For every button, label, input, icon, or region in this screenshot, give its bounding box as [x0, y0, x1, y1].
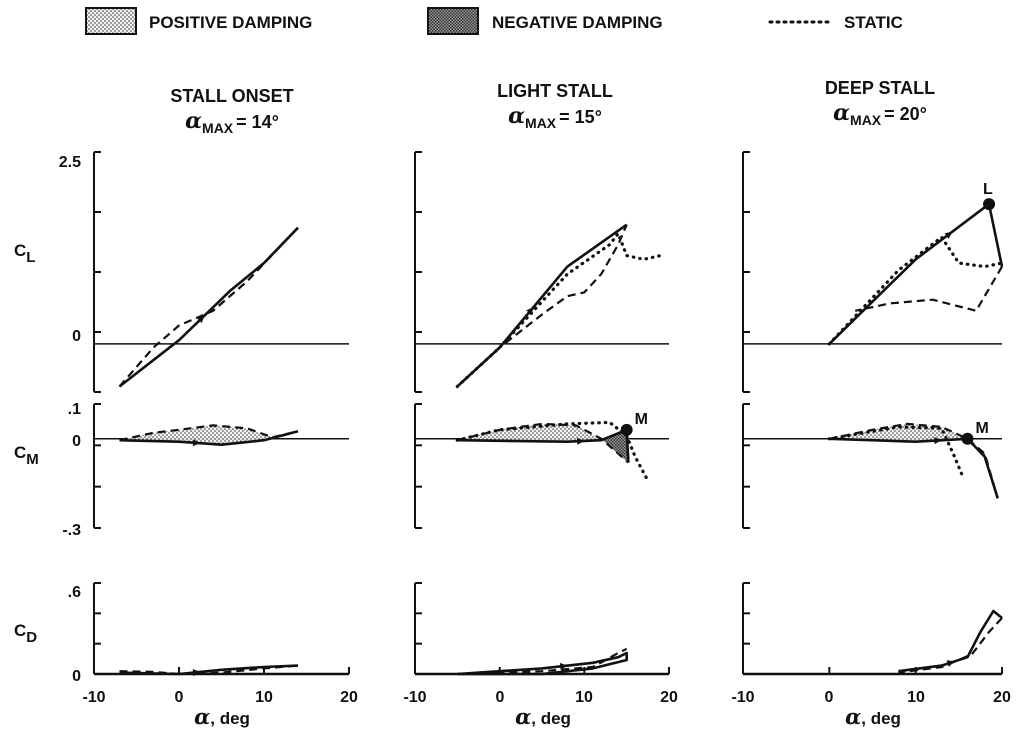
- ytick-cm-zero: 0: [72, 433, 81, 450]
- direction-arrow: [526, 307, 534, 315]
- negative-damping-area: [967, 438, 998, 499]
- xtick-c2-1: 0: [496, 689, 505, 706]
- dynamic-solid-curve: [119, 664, 299, 676]
- dynamic-dashed-curve: [898, 617, 1003, 674]
- dynamic-solid-curve: [457, 651, 629, 676]
- ytick-cd-zero: 0: [72, 668, 81, 685]
- xtick-c3-3: 20: [993, 689, 1011, 706]
- panel-light-stall-cd: [414, 582, 670, 676]
- x-axis-label-c3: α, deg: [845, 704, 901, 729]
- panel-deep-stall-cm: M: [742, 403, 1002, 529]
- static-curve: [827, 234, 1004, 346]
- dynamic-dashed-curve: [118, 226, 299, 388]
- panel-deep-stall-cd: [742, 582, 1003, 676]
- dynamic-dashed-curve: [457, 422, 630, 464]
- dynamic-dashed-curve: [456, 224, 628, 388]
- x-tick-labels: -10 0 10 20 -10 0 10 20 -10 0 10 20: [82, 689, 1011, 706]
- point-l-label: L: [983, 181, 993, 198]
- xtick-c1-1: 0: [175, 689, 184, 706]
- row-label-cd: CD: [14, 621, 37, 646]
- direction-arrow: [559, 662, 568, 670]
- legend-positive-label: POSITIVE DAMPING: [149, 13, 312, 32]
- col-subtitle-light-stall: αMAX = 15°: [508, 103, 602, 131]
- dynamic-solid-curve: [829, 437, 999, 499]
- x-axis-label-c1: α, deg: [194, 704, 250, 729]
- dynamic-solid-curve: [828, 202, 1004, 345]
- col-title-deep-stall: DEEP STALL: [825, 78, 935, 98]
- row-label-cm: CM: [14, 443, 39, 468]
- dynamic-dashed-curve: [119, 424, 299, 442]
- dynamic-dashed-curve: [829, 422, 999, 499]
- panel-stall-onset-cd: [93, 582, 350, 677]
- xtick-c1-0: -10: [82, 689, 105, 706]
- xtick-c2-3: 20: [660, 689, 678, 706]
- direction-arrow: [934, 437, 942, 445]
- legend-static-label: STATIC: [844, 13, 903, 32]
- ytick-cl-top: 2.5: [59, 154, 81, 171]
- dynamic-dashed-curve: [854, 266, 1003, 313]
- ytick-cm-top: .1: [68, 401, 81, 418]
- panel-light-stall-cm: M: [414, 403, 669, 529]
- xtick-c2-2: 10: [575, 689, 593, 706]
- positive-damping-area: [829, 423, 998, 499]
- point-m-label: M: [975, 420, 988, 437]
- col-title-stall-onset: STALL ONSET: [170, 86, 293, 106]
- dynamic-solid-curve: [119, 430, 299, 447]
- xtick-c3-0: -10: [731, 689, 754, 706]
- point-m-label: M: [635, 411, 648, 428]
- direction-arrow: [196, 315, 205, 324]
- direction-arrow: [944, 231, 953, 239]
- panels: M L M: [93, 151, 1004, 677]
- dynamic-solid-curve: [456, 223, 628, 388]
- xtick-c1-3: 20: [340, 689, 358, 706]
- ytick-cm-bottom: -.3: [62, 522, 81, 539]
- direction-arrow: [576, 437, 585, 445]
- negative-damping-swatch: [427, 7, 479, 35]
- col-subtitle-stall-onset: αMAX = 14°: [185, 108, 279, 136]
- static-curve: [827, 425, 965, 479]
- panel-deep-stall-cl: L: [742, 151, 1004, 393]
- xtick-c2-0: -10: [403, 689, 426, 706]
- ytick-cd-top: .6: [68, 584, 81, 601]
- x-axis-label-c2: α, deg: [515, 704, 571, 729]
- panel-light-stall-cl: [414, 151, 669, 393]
- col-title-light-stall: LIGHT STALL: [497, 81, 613, 101]
- positive-damping-area: [119, 425, 298, 445]
- point-m-marker: [620, 423, 633, 436]
- dynamic-dashed-curve: [457, 647, 628, 676]
- ytick-cl-zero: 0: [72, 328, 81, 345]
- panel-stall-onset-cm: [93, 403, 349, 529]
- xtick-c3-2: 10: [907, 689, 925, 706]
- panel-stall-onset-cl: [93, 151, 349, 393]
- x-axis-labels: α, deg α, deg α, deg: [194, 704, 901, 729]
- col-subtitle-deep-stall: αMAX = 20°: [833, 100, 927, 128]
- dynamic-solid-curve: [118, 226, 299, 388]
- static-curve: [455, 230, 663, 389]
- dynamic-solid-curve: [898, 609, 1003, 673]
- column-titles: STALL ONSET αMAX = 14° LIGHT STALL αMAX = …: [170, 78, 935, 136]
- xtick-c1-2: 10: [255, 689, 273, 706]
- legend: POSITIVE DAMPING NEGATIVE DAMPING STATIC: [85, 7, 903, 35]
- dynamic-solid-curve: [457, 428, 630, 463]
- point-m-marker: [961, 432, 974, 445]
- xtick-c3-1: 0: [825, 689, 834, 706]
- direction-arrow: [192, 669, 201, 677]
- direction-arrow: [946, 660, 955, 667]
- positive-damping-area: [457, 423, 629, 463]
- direction-arrow: [192, 439, 201, 447]
- row-labels: CL CM CD 2.5 0 .1 0 -.3 .6 0: [14, 154, 81, 685]
- positive-damping-swatch: [85, 7, 137, 35]
- point-l-marker: [983, 198, 996, 211]
- row-label-cl: CL: [14, 241, 35, 266]
- legend-negative-label: NEGATIVE DAMPING: [492, 13, 663, 32]
